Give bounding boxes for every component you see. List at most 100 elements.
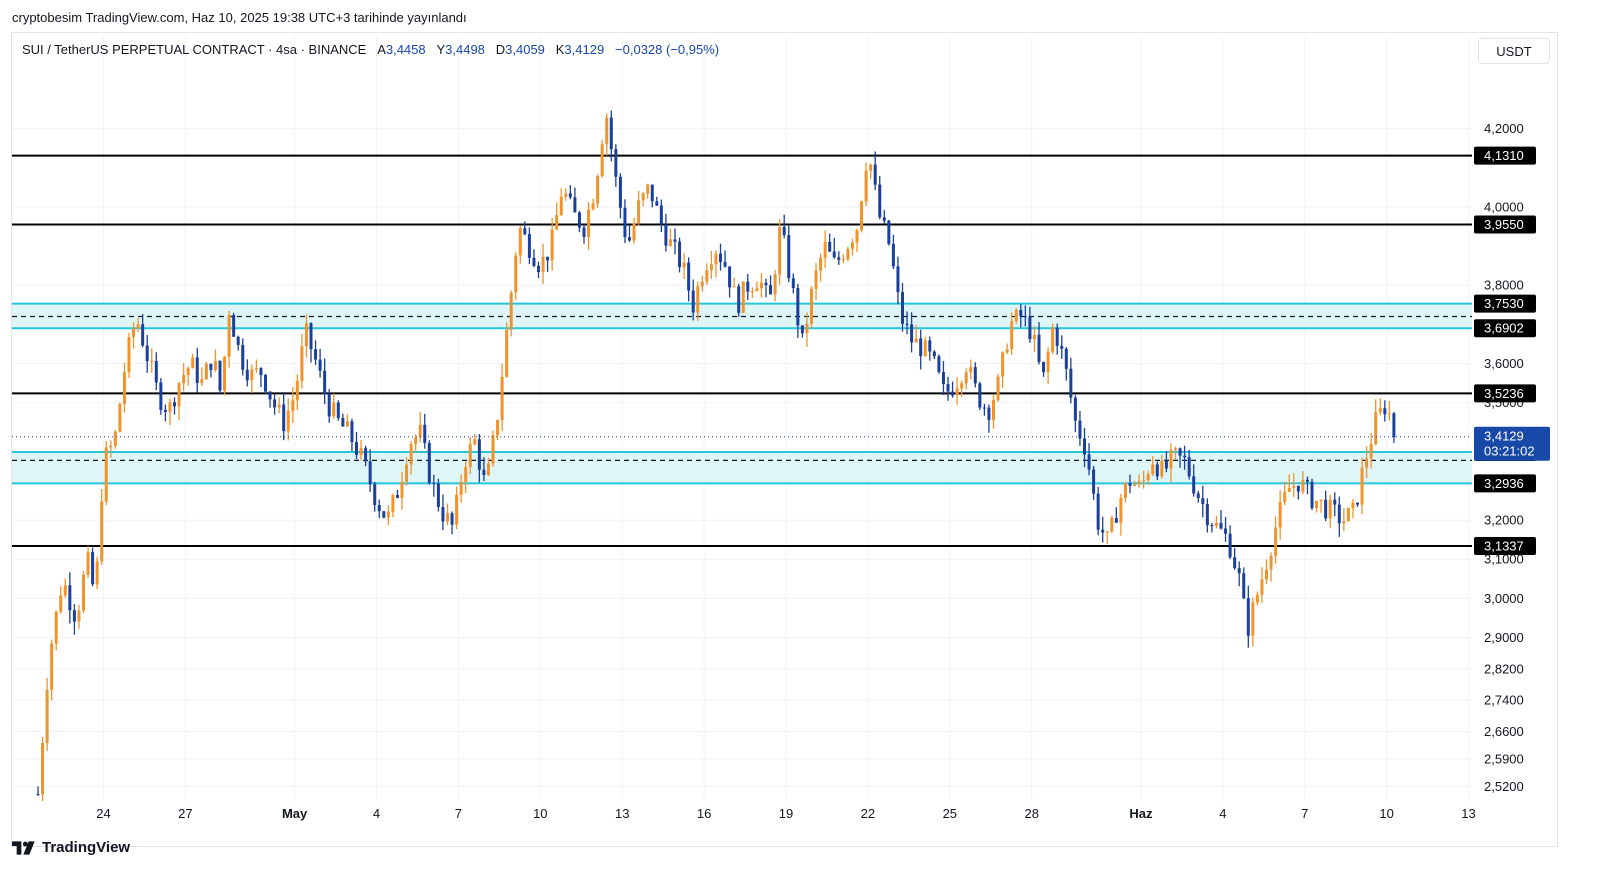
candle-body (609, 117, 613, 150)
candle-body (195, 357, 199, 384)
time-tick-label: 13 (615, 806, 629, 821)
candle-body (650, 184, 654, 202)
level-badge-label: 3,9550 (1484, 217, 1524, 232)
candle-body (1278, 502, 1282, 528)
candle-body (254, 368, 258, 370)
candle-body (327, 394, 331, 417)
candle-body (191, 357, 195, 369)
candle-body (550, 229, 554, 261)
candle-body (145, 345, 149, 362)
candle-body (928, 340, 932, 352)
time-tick-label: 7 (1301, 806, 1308, 821)
candle-body (1069, 368, 1073, 398)
candle-body (1246, 598, 1250, 636)
time-tick-label: 28 (1024, 806, 1038, 821)
time-tick-label: 10 (533, 806, 547, 821)
zone-bottom-badge-label: 3,2936 (1484, 476, 1524, 491)
candle-body (1283, 491, 1287, 503)
candle-body (282, 404, 286, 432)
candle-body (951, 391, 955, 396)
candle-body (1365, 458, 1369, 468)
price-tick-label: 2,7400 (1484, 693, 1524, 708)
candle-body (960, 383, 964, 389)
candle-body (555, 215, 559, 230)
candle-body (559, 196, 563, 216)
candle-body (418, 424, 422, 438)
candle-body (364, 448, 368, 462)
zone-top-badge-label: 3,7530 (1484, 296, 1524, 311)
candle-body (668, 239, 672, 246)
candle-body (723, 261, 727, 267)
price-axis: 2,5200 2,5900 2,6600 2,7400 2,8200 2,9000 3,00… (1484, 121, 1524, 794)
candle-body (59, 595, 63, 612)
candle-body (77, 610, 81, 622)
candle-body (673, 239, 677, 242)
candle-body (400, 481, 404, 498)
candle-body (227, 315, 231, 357)
candle-body (1260, 579, 1264, 595)
candle-body (1060, 345, 1064, 349)
candle-body (250, 369, 254, 381)
price-tick-label: 3,1000 (1484, 552, 1524, 567)
candle-body (1092, 469, 1096, 494)
zone-fill-1 (12, 452, 1472, 484)
candle-body (846, 248, 850, 260)
candle-body (1383, 408, 1387, 415)
tradingview-logo-icon (12, 840, 35, 855)
currency-button[interactable]: USDT (1478, 38, 1550, 64)
time-tick-label: 10 (1379, 806, 1393, 821)
candle-body (1360, 467, 1364, 505)
candle-body (1233, 557, 1237, 569)
candle-body (1242, 573, 1246, 599)
candle-body (1292, 485, 1296, 488)
candle-body (969, 367, 973, 373)
candle-body (391, 495, 395, 512)
candle-body (1255, 594, 1259, 603)
candle-body (1133, 484, 1137, 486)
candle-body (232, 315, 236, 337)
candle-body (1237, 568, 1241, 574)
horizontal-levels (12, 154, 1472, 548)
candle-body (177, 383, 181, 407)
candle-body (1096, 493, 1100, 530)
candle-body (1023, 316, 1027, 318)
candle-body (887, 220, 891, 244)
tradingview-brand[interactable]: TradingView (12, 839, 130, 856)
candle-body (104, 447, 108, 502)
candle-body (1064, 348, 1068, 369)
close-value: 3,4129 (564, 42, 605, 57)
candle-body (209, 363, 213, 371)
candle-body (864, 170, 868, 202)
candle-body (623, 207, 627, 238)
candle-body (245, 369, 249, 381)
level-badge-label: 4,1310 (1484, 148, 1524, 163)
candle-body (791, 278, 795, 289)
candle-body (982, 407, 986, 409)
candle-body (1051, 327, 1055, 352)
candle-body (837, 257, 841, 260)
candle-body (450, 513, 454, 525)
candle-body (409, 444, 413, 465)
candle-body (1110, 518, 1114, 532)
candle-body (646, 184, 650, 194)
high-value: 3,4498 (445, 42, 485, 57)
candle-body (373, 484, 377, 506)
candle-body (1151, 464, 1155, 475)
candle-body (1328, 499, 1332, 519)
candle-body (573, 197, 577, 213)
candle-body (850, 242, 854, 249)
candle-body (1342, 521, 1346, 524)
candle-body (687, 262, 691, 291)
candle-body (318, 359, 322, 371)
candle-body (159, 382, 163, 410)
candle-body (537, 265, 540, 273)
candle-body (395, 495, 399, 498)
candle-body (527, 234, 531, 258)
candle-body (304, 323, 308, 347)
candle-body (1301, 479, 1305, 492)
candle-body (987, 407, 991, 420)
candle-body (1137, 481, 1141, 485)
candle-body (1174, 448, 1177, 450)
candle-body (491, 435, 495, 464)
